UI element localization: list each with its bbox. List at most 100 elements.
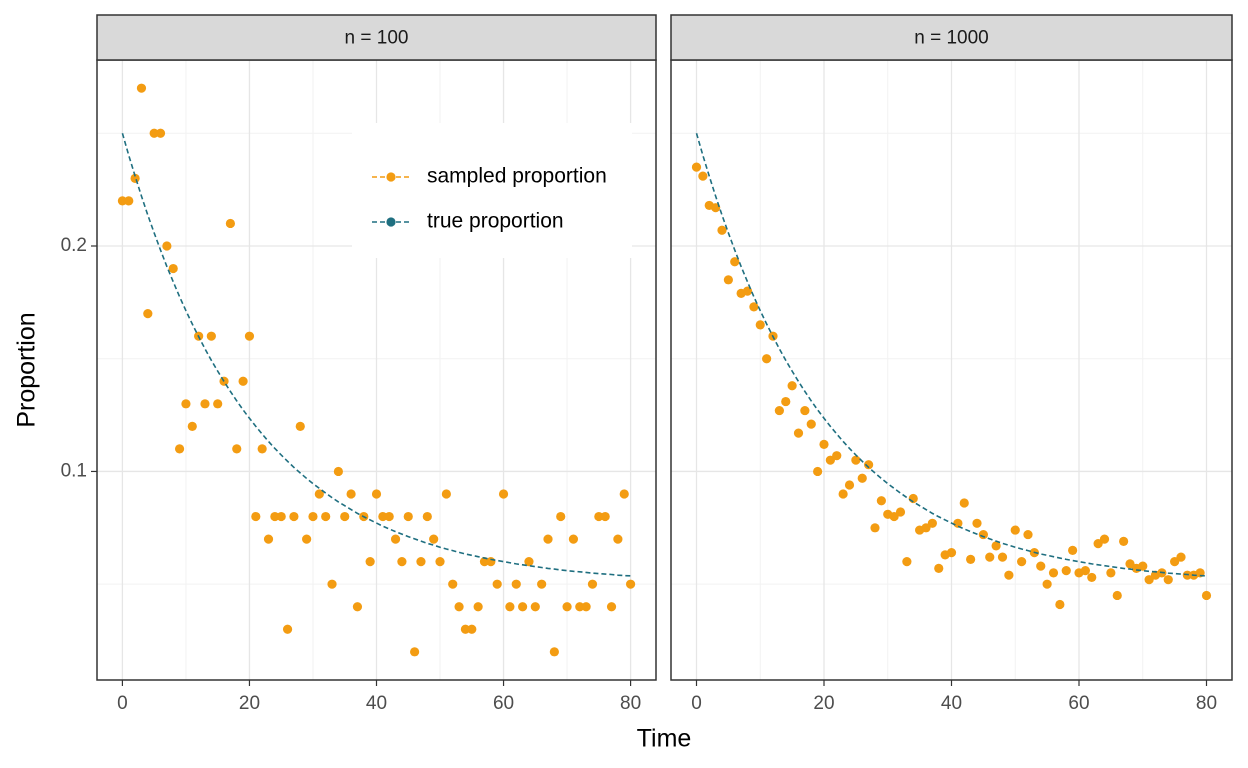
sample-point xyxy=(934,563,944,574)
sample-point xyxy=(691,162,702,172)
sample-point xyxy=(1144,575,1154,585)
x-axis-title: Time xyxy=(637,725,692,753)
sample-point xyxy=(1099,534,1110,544)
sample-point xyxy=(793,428,804,438)
sample-point xyxy=(581,602,591,612)
sample-point xyxy=(149,128,159,138)
x-tick-label: 60 xyxy=(493,693,514,714)
sample-point xyxy=(613,534,623,544)
sample-point xyxy=(321,511,331,522)
sample-point xyxy=(327,579,337,589)
sample-point xyxy=(864,460,874,470)
sample-point xyxy=(825,455,835,465)
sample-point xyxy=(518,602,528,612)
sample-point xyxy=(448,579,458,589)
sample-point xyxy=(282,624,293,634)
sample-point xyxy=(1055,599,1065,610)
sample-point xyxy=(972,518,982,528)
sample-point xyxy=(549,647,559,657)
sample-point xyxy=(870,523,880,533)
sample-point xyxy=(162,241,172,251)
sample-point xyxy=(755,320,765,330)
legend-label: true proportion xyxy=(427,210,564,233)
x-tick-label: 0 xyxy=(117,693,128,714)
x-tick-label: 40 xyxy=(941,693,962,714)
sample-point xyxy=(473,602,483,612)
strip xyxy=(670,14,1233,61)
sample-point xyxy=(876,496,886,506)
sample-point xyxy=(857,473,867,483)
sample-point xyxy=(314,489,324,499)
sample-point xyxy=(1176,552,1186,562)
legend-key-point xyxy=(386,217,396,227)
sample-point xyxy=(594,511,604,522)
x-tick-label: 60 xyxy=(1068,693,1089,714)
legend-key-point xyxy=(386,172,396,182)
sample-point xyxy=(511,579,521,589)
sample-point xyxy=(985,552,995,562)
x-tick-label: 20 xyxy=(239,693,260,714)
sample-point xyxy=(832,451,842,461)
sample-point xyxy=(365,557,375,567)
sample-point xyxy=(435,557,445,567)
sample-point xyxy=(410,647,420,657)
sample-point xyxy=(524,557,534,567)
sample-point xyxy=(1201,590,1212,601)
sample-point xyxy=(1093,539,1103,549)
sample-point xyxy=(844,480,855,490)
sample-point xyxy=(606,602,617,612)
sample-point xyxy=(295,421,305,431)
sample-point xyxy=(206,331,216,341)
sample-point xyxy=(200,399,210,409)
sample-point xyxy=(838,489,848,499)
sample-point xyxy=(486,557,496,567)
sample-point xyxy=(966,554,976,564)
sample-point xyxy=(1080,566,1090,576)
sample-point xyxy=(403,511,413,522)
legend: sampled proportion true proportion xyxy=(352,123,632,258)
sample-point xyxy=(781,396,791,407)
sample-point xyxy=(902,557,912,567)
sample-point xyxy=(819,439,829,449)
sample-point xyxy=(251,511,261,522)
x-tick-label: 80 xyxy=(1196,693,1217,714)
sample-point xyxy=(136,83,147,93)
sample-point xyxy=(1170,557,1180,567)
x-tick-label: 20 xyxy=(813,693,834,714)
sample-point xyxy=(498,489,509,499)
sample-point xyxy=(441,489,451,499)
sample-point xyxy=(556,511,566,522)
sample-point xyxy=(378,511,388,522)
sample-point xyxy=(117,196,128,206)
sample-point xyxy=(927,518,937,528)
strip-label: n = 1000 xyxy=(914,28,989,49)
sample-point xyxy=(232,444,242,454)
sample-point xyxy=(537,579,547,589)
legend-background xyxy=(352,123,632,258)
sample-point xyxy=(1017,557,1027,567)
sample-point xyxy=(806,419,816,429)
sample-point xyxy=(263,534,274,544)
sample-point xyxy=(774,405,784,416)
sample-point xyxy=(257,444,267,454)
sample-point xyxy=(346,489,356,499)
sample-point xyxy=(1068,545,1078,555)
sample-point xyxy=(991,541,1001,551)
sample-point xyxy=(568,534,579,544)
sample-point xyxy=(1087,572,1097,583)
x-tick-label: 80 xyxy=(620,693,641,714)
sample-point xyxy=(959,498,969,508)
sample-point xyxy=(1061,566,1071,576)
sample-point xyxy=(530,602,540,612)
sample-point xyxy=(270,511,280,522)
sample-point xyxy=(1004,570,1014,580)
sample-point xyxy=(749,302,759,312)
sample-point xyxy=(543,534,553,544)
sample-point xyxy=(1119,536,1129,546)
sample-point xyxy=(1010,525,1020,535)
sample-point xyxy=(187,421,197,431)
sample-point xyxy=(155,128,166,138)
sample-point xyxy=(340,511,350,522)
